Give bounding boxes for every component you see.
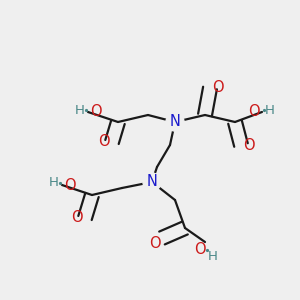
Text: H: H: [75, 103, 85, 116]
Circle shape: [143, 173, 161, 191]
Text: O: O: [90, 104, 102, 119]
Text: O: O: [194, 242, 206, 257]
Text: O: O: [98, 134, 110, 149]
Text: O: O: [64, 178, 76, 193]
Text: H: H: [265, 103, 275, 116]
Text: O: O: [248, 104, 260, 119]
Text: H: H: [208, 250, 218, 262]
Text: H: H: [49, 176, 59, 190]
Text: N: N: [147, 175, 158, 190]
Text: O: O: [71, 211, 83, 226]
Circle shape: [166, 113, 184, 131]
Text: N: N: [169, 115, 180, 130]
Text: O: O: [212, 80, 224, 95]
Text: O: O: [243, 137, 255, 152]
Text: O: O: [149, 236, 161, 250]
